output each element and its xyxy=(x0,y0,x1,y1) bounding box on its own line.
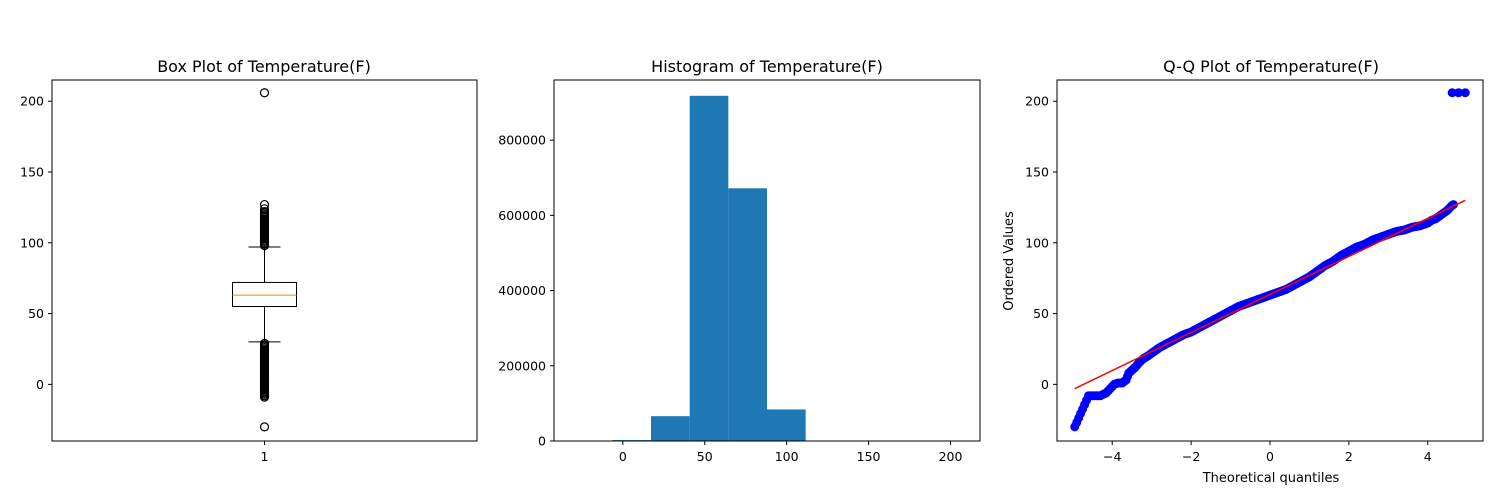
boxplot-y-tick-label: 150 xyxy=(20,165,44,180)
histogram-bar xyxy=(728,188,767,441)
qq-x-tick-label: −4 xyxy=(1103,449,1121,464)
qq-y-tick-label: 200 xyxy=(1025,94,1049,109)
qq-point xyxy=(1460,88,1470,98)
outlier-point xyxy=(259,207,270,217)
histogram-y-tick-label: 600000 xyxy=(498,208,546,223)
qq-y-axis-label: Ordered Values xyxy=(1002,211,1017,311)
histogram-y-tick-label: 0 xyxy=(538,434,546,449)
boxplot-y-tick-label: 200 xyxy=(20,94,44,109)
qq-point xyxy=(1454,88,1464,98)
histogram-x-tick-label: 50 xyxy=(697,449,713,464)
outlier-point xyxy=(259,88,270,98)
outlier-point xyxy=(259,204,270,214)
qq-y-tick-label: 150 xyxy=(1025,165,1049,180)
histogram-bar xyxy=(689,95,729,441)
qq-title: Q-Q Plot of Temperature(F) xyxy=(1163,57,1379,76)
histogram-bar xyxy=(767,409,806,441)
qq-x-ticks: −4 −2 0 2 4 xyxy=(1103,441,1432,464)
qq-point xyxy=(1447,88,1457,98)
outlier-point xyxy=(259,422,270,432)
histogram-x-tick-label: 100 xyxy=(775,449,799,464)
boxplot-panel: Box Plot of Temperature(F) 050100150200 … xyxy=(20,57,478,464)
histogram-y-tick-label: 200000 xyxy=(498,358,546,373)
qq-x-tick-label: 0 xyxy=(1266,449,1274,464)
qq-fit-line-path xyxy=(1074,199,1466,390)
histogram-x-tick-label: 0 xyxy=(619,449,627,464)
histogram-panel: Histogram of Temperature(F) 0 200000 40000… xyxy=(498,57,981,464)
outlier-point xyxy=(259,338,270,348)
boxplot-y-ticks: 0 50 100 150 200 xyxy=(20,94,52,392)
histogram-bar xyxy=(650,416,690,441)
histogram-y-tick-label: 400000 xyxy=(498,283,546,298)
qq-points xyxy=(1070,88,1470,432)
outlier-point xyxy=(259,199,270,210)
histogram-bars xyxy=(573,95,961,441)
boxplot-x-tick-label: 1 xyxy=(261,449,269,464)
qq-panel: Q-Q Plot of Temperature(F) 050100150200 … xyxy=(1002,57,1484,486)
qq-fit-line xyxy=(1074,199,1466,390)
histogram-x-tick-label: 200 xyxy=(939,449,963,464)
histogram-title: Histogram of Temperature(F) xyxy=(651,57,883,76)
iqr-box xyxy=(232,281,297,308)
qq-x-axis-label: Theoretical quantiles xyxy=(1202,471,1340,486)
histogram-x-ticks: 0 50 100 150 200 xyxy=(619,441,963,464)
histogram-axes-frame xyxy=(553,79,981,442)
qq-y-tick-label: 0 xyxy=(1041,377,1049,392)
qq-x-tick-label: 2 xyxy=(1345,449,1353,464)
qq-x-tick-label: −2 xyxy=(1182,449,1200,464)
qq-y-ticks: 0 50 100 150 200 xyxy=(1025,94,1057,392)
qq-x-tick-label: 4 xyxy=(1424,449,1432,464)
boxplot-y-tick-label: 50 xyxy=(28,306,44,321)
boxplot-title: Box Plot of Temperature(F) xyxy=(157,57,371,76)
boxplot-marks xyxy=(232,88,297,432)
histogram-x-tick-label: 150 xyxy=(857,449,881,464)
qq-y-tick-label: 100 xyxy=(1025,235,1049,250)
histogram-y-ticks: 0 200000 400000 600000 800000 xyxy=(498,133,554,449)
boxplot-y-tick-label: 100 xyxy=(20,235,44,250)
boxplot-y-tick-label: 0 xyxy=(36,377,44,392)
boxplot-x-ticks: 1 xyxy=(261,441,269,464)
qq-y-tick-label: 50 xyxy=(1033,306,1049,321)
histogram-y-tick-label: 800000 xyxy=(498,133,546,148)
